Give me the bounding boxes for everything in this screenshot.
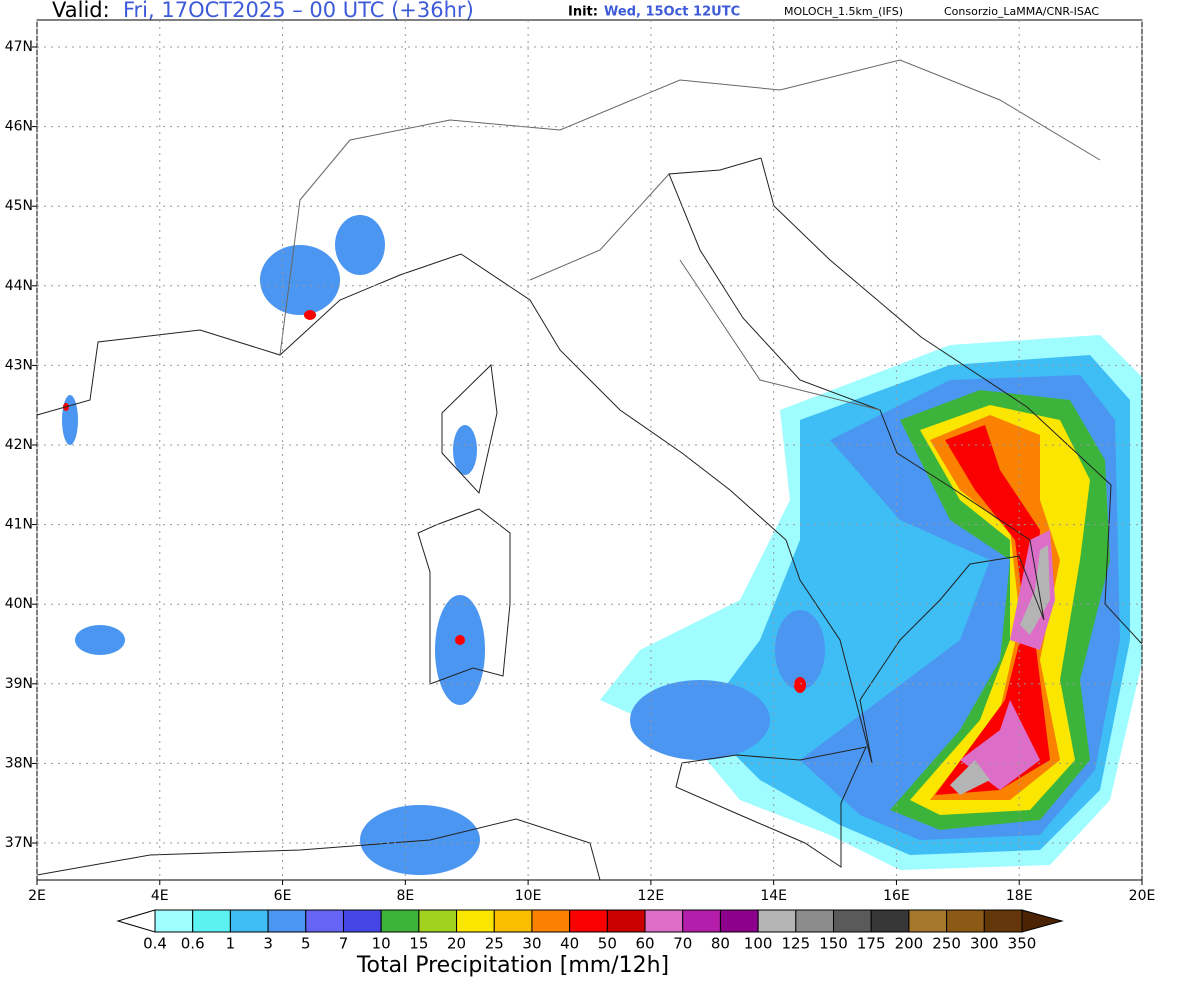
lon-tick-label: 2E [28,888,46,904]
colorbar-label: 50 [598,935,617,953]
init-time: Wed, 15Oct 12UTC [604,5,740,20]
colorbar-box [229,909,269,933]
colorbar-box [267,909,307,933]
lat-tick-label: 41N [5,517,33,533]
colorbar-label: 300 [970,935,999,953]
colorbar-label: 100 [744,935,773,953]
colorbar-label: 150 [819,935,848,953]
lon-tick-label: 8E [396,888,414,904]
lat-tick-label: 45N [5,198,33,214]
valid-label: Valid: [52,0,110,22]
lat-tick-label: 38N [5,755,33,771]
colorbar-box [682,909,721,933]
lat-tick-label: 47N [5,39,33,55]
colorbar-box [154,909,194,933]
colorbar-label: 15 [409,935,428,953]
lat-tick-label: 44N [5,278,33,294]
colorbar-label: 60 [635,935,654,953]
colorbar-label: 1 [226,935,236,953]
colorbar-label: 350 [1008,935,1037,953]
lon-tick-label: 12E [638,888,665,904]
colorbar-label: 70 [673,935,692,953]
lat-tick-label: 37N [5,835,33,851]
lon-tick-label: 10E [515,888,542,904]
colorbar-label: 125 [782,935,811,953]
colorbar-label: 0.6 [181,935,205,953]
lon-tick-label: 14E [760,888,787,904]
colorbar-label: 200 [895,935,924,953]
colorbar-label: 7 [339,935,349,953]
colorbar-label: 10 [372,935,391,953]
colorbar-label: 40 [560,935,579,953]
colorbar-box [418,909,458,933]
colorbar-box [493,909,533,933]
lon-tick-label: 4E [151,888,169,904]
valid-time: Fri, 17OCT2025 – 00 UTC (+36hr) [123,0,474,22]
lon-tick-label: 20E [1129,888,1156,904]
colorbar-box [946,909,985,933]
lon-tick-label: 6E [274,888,292,904]
colorbar-box [606,909,646,933]
colorbar-label: 5 [301,935,311,953]
colorbar-label: 0.4 [143,935,167,953]
colorbar-box [644,909,684,933]
lon-tick-label: 18E [1006,888,1033,904]
colorbar-box [456,909,495,933]
colorbar-box [870,909,910,933]
colorbar-box [342,909,382,933]
colorbar-box [192,909,231,933]
colorbar-label: 250 [932,935,961,953]
source-name: Consorzio_LaMMA/CNR-ISAC [944,5,1099,18]
colorbar-box [380,909,420,933]
colorbar-label: 20 [447,935,466,953]
colorbar-box [795,909,835,933]
init-label: Init: [568,5,598,20]
lat-tick-label: 39N [5,676,33,692]
colorbar-box [833,909,872,933]
colorbar-title: Total Precipitation [mm/12h] [356,953,669,978]
colorbar-box [305,909,344,933]
colorbar-box [908,909,948,933]
lat-tick-label: 43N [5,357,33,373]
lon-tick-label: 16E [883,888,910,904]
colorbar-label: 3 [263,935,273,953]
map-frame [36,19,1143,881]
colorbar-label: 30 [522,935,541,953]
colorbar-box [531,909,571,933]
precipitation [62,215,1142,875]
lat-tick-label: 46N [5,119,33,135]
colorbar-box [757,909,797,933]
colorbar-box [983,909,1023,933]
colorbar-label: 80 [711,935,730,953]
map-area [36,19,1143,881]
colorbar-box [569,909,608,933]
colorbar-label: 175 [857,935,886,953]
lat-tick-label: 40N [5,596,33,612]
colorbar-arrow [116,909,156,933]
colorbar-box [719,909,759,933]
colorbar-label: 25 [485,935,504,953]
colorbar-arrow [1021,909,1064,933]
model-name: MOLOCH_1.5km_(IFS) [784,5,903,18]
lat-tick-label: 42N [5,437,33,453]
